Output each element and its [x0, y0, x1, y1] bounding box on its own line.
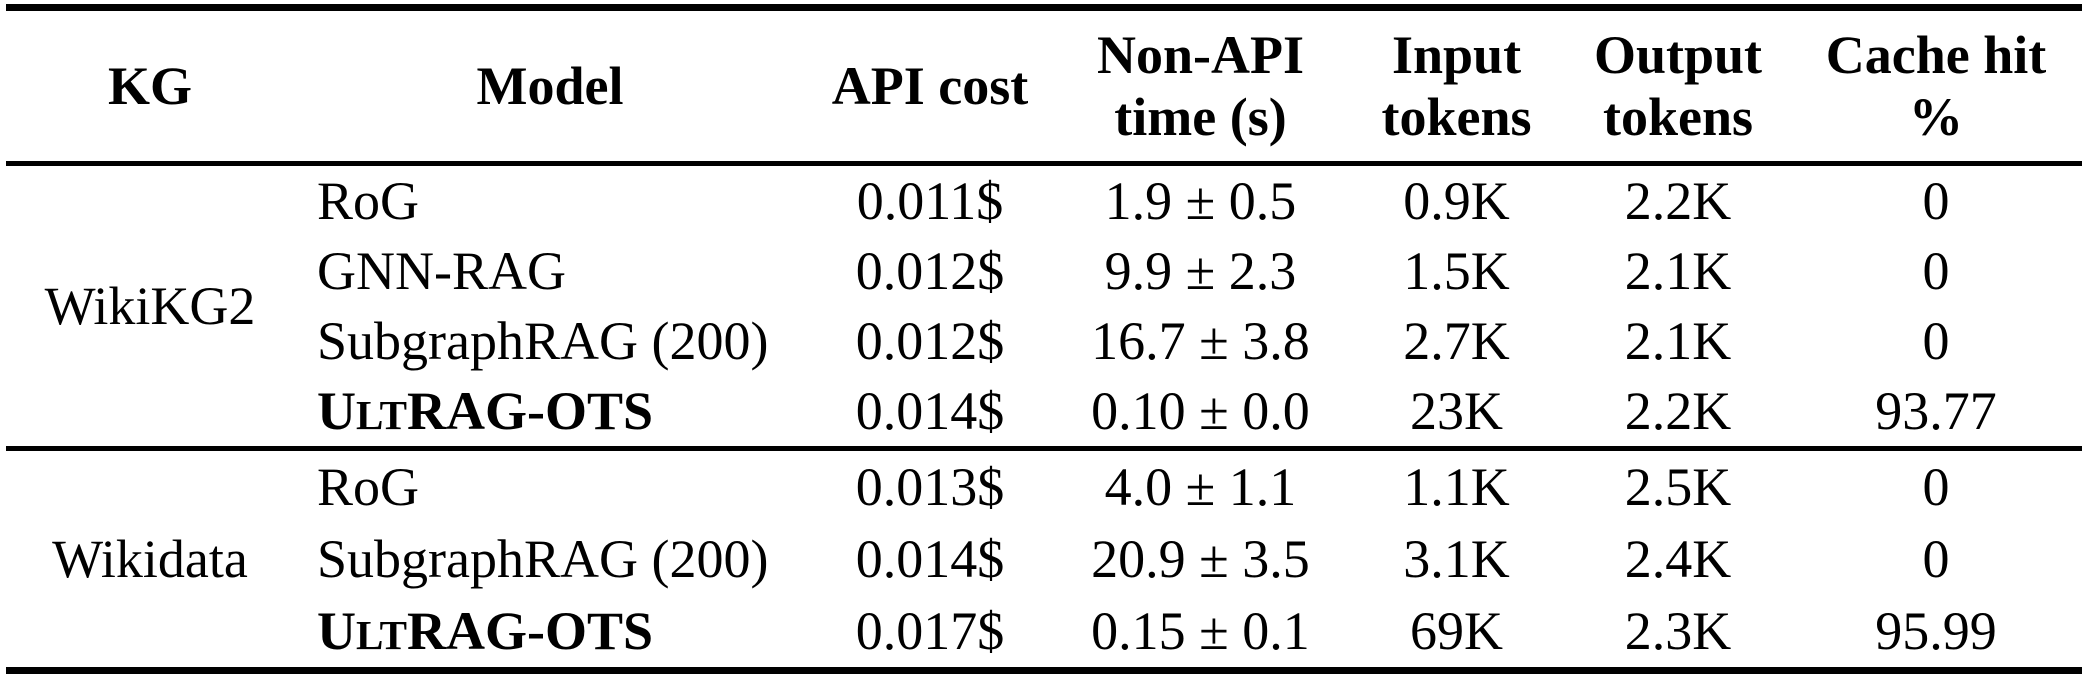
table-row: Wikidata RoG 0.013$ 4.0 ± 1.1 1.1K 2.5K …	[6, 449, 2082, 586]
api-cost-cell: 0.014$	[855, 381, 1005, 441]
input-tokens-cell: 1.5K	[1403, 241, 1510, 301]
model-cell: GNN-RAG	[317, 241, 566, 301]
model-cell: SubgraphRAG (200)	[317, 311, 769, 371]
model-cell-ultrag-ots: ULTRAG-OTS	[294, 595, 806, 671]
table-row: ULTRAG-OTS 0.014$ 0.10 ± 0.0 23K 2.2K 93…	[6, 376, 2082, 449]
col-header-api-cost: API cost	[831, 56, 1029, 116]
col-header-non-api-time: Non-API time (s)	[1096, 25, 1304, 147]
kg-cell: Wikidata	[52, 529, 248, 589]
cache-hit-cell: 95.99	[1875, 601, 1997, 661]
model-name-smallcaps: LT	[356, 392, 407, 438]
output-tokens-cell: 2.2K	[1624, 171, 1732, 231]
model-cell: SubgraphRAG (200)	[317, 529, 769, 589]
table-row: WikiKG2 RoG 0.011$ 1.9 ± 0.5 0.9K 2.2K 0	[6, 164, 2082, 333]
model-name-initial: U	[317, 381, 356, 441]
api-cost-cell: 0.012$	[855, 241, 1005, 301]
header-row: KG Model API cost Non-API time (s) Input…	[6, 8, 2082, 164]
api-cost-cell: 0.011$	[856, 171, 1004, 231]
input-tokens-cell: 23K	[1410, 381, 1503, 441]
non-api-time-cell: 16.7 ± 3.8	[1091, 311, 1310, 371]
cache-hit-cell: 0	[1922, 529, 1950, 589]
cache-hit-cell: 0	[1922, 171, 1950, 231]
output-tokens-cell: 2.5K	[1624, 457, 1732, 517]
non-api-time-cell: 0.10 ± 0.0	[1091, 381, 1310, 441]
col-header-kg: KG	[107, 56, 192, 116]
group-wikikg2: WikiKG2 RoG 0.011$ 1.9 ± 0.5 0.9K 2.2K 0…	[6, 164, 2082, 449]
model-cell: RoG	[317, 171, 420, 231]
table-row: SubgraphRAG (200) 0.014$ 20.9 ± 3.5 3.1K…	[6, 523, 2082, 595]
api-cost-cell: 0.014$	[855, 529, 1005, 589]
table-row: SubgraphRAG (200) 0.012$ 16.7 ± 3.8 2.7K…	[6, 306, 2082, 376]
col-header-model: Model	[476, 56, 624, 116]
model-name-rest: RAG-OTS	[406, 601, 654, 661]
api-cost-cell: 0.013$	[855, 457, 1005, 517]
output-tokens-cell: 2.1K	[1624, 241, 1732, 301]
output-tokens-cell: 2.1K	[1624, 311, 1732, 371]
table-header: KG Model API cost Non-API time (s) Input…	[6, 8, 2082, 164]
kg-cell: WikiKG2	[44, 276, 256, 336]
model-name-rest: RAG-OTS	[406, 381, 654, 441]
input-tokens-cell: 2.7K	[1403, 311, 1510, 371]
input-tokens-cell: 0.9K	[1403, 171, 1510, 231]
cache-hit-cell: 0	[1922, 311, 1950, 371]
model-name-smallcaps: LT	[356, 612, 407, 658]
col-header-output-tokens: Output tokens	[1593, 25, 1763, 147]
non-api-time-cell: 1.9 ± 0.5	[1104, 171, 1297, 231]
input-tokens-cell: 1.1K	[1403, 457, 1510, 517]
results-table: KG Model API cost Non-API time (s) Input…	[6, 4, 2082, 674]
input-tokens-cell: 69K	[1410, 601, 1503, 661]
input-tokens-cell: 3.1K	[1403, 529, 1510, 589]
api-cost-cell: 0.012$	[855, 311, 1005, 371]
model-cell: RoG	[317, 457, 420, 517]
non-api-time-cell: 0.15 ± 0.1	[1091, 601, 1310, 661]
output-tokens-cell: 2.4K	[1624, 529, 1732, 589]
output-tokens-cell: 2.2K	[1624, 381, 1732, 441]
table-row: ULTRAG-OTS 0.017$ 0.15 ± 0.1 69K 2.3K 95…	[6, 595, 2082, 671]
cache-hit-cell: 0	[1922, 457, 1950, 517]
cache-hit-cell: 93.77	[1875, 381, 1997, 441]
model-cell-ultrag-ots: ULTRAG-OTS	[294, 376, 806, 449]
col-header-input-tokens: Input tokens	[1381, 25, 1532, 147]
col-header-cache-hit: Cache hit %	[1825, 25, 2047, 147]
non-api-time-cell: 4.0 ± 1.1	[1104, 457, 1297, 517]
non-api-time-cell: 20.9 ± 3.5	[1091, 529, 1310, 589]
model-name-initial: U	[317, 601, 356, 661]
cache-hit-cell: 0	[1922, 241, 1950, 301]
output-tokens-cell: 2.3K	[1624, 601, 1732, 661]
api-cost-cell: 0.017$	[855, 601, 1005, 661]
table-row: GNN-RAG 0.012$ 9.9 ± 2.3 1.5K 2.1K 0	[6, 236, 2082, 306]
non-api-time-cell: 9.9 ± 2.3	[1104, 241, 1297, 301]
group-wikidata: Wikidata RoG 0.013$ 4.0 ± 1.1 1.1K 2.5K …	[6, 448, 2082, 671]
